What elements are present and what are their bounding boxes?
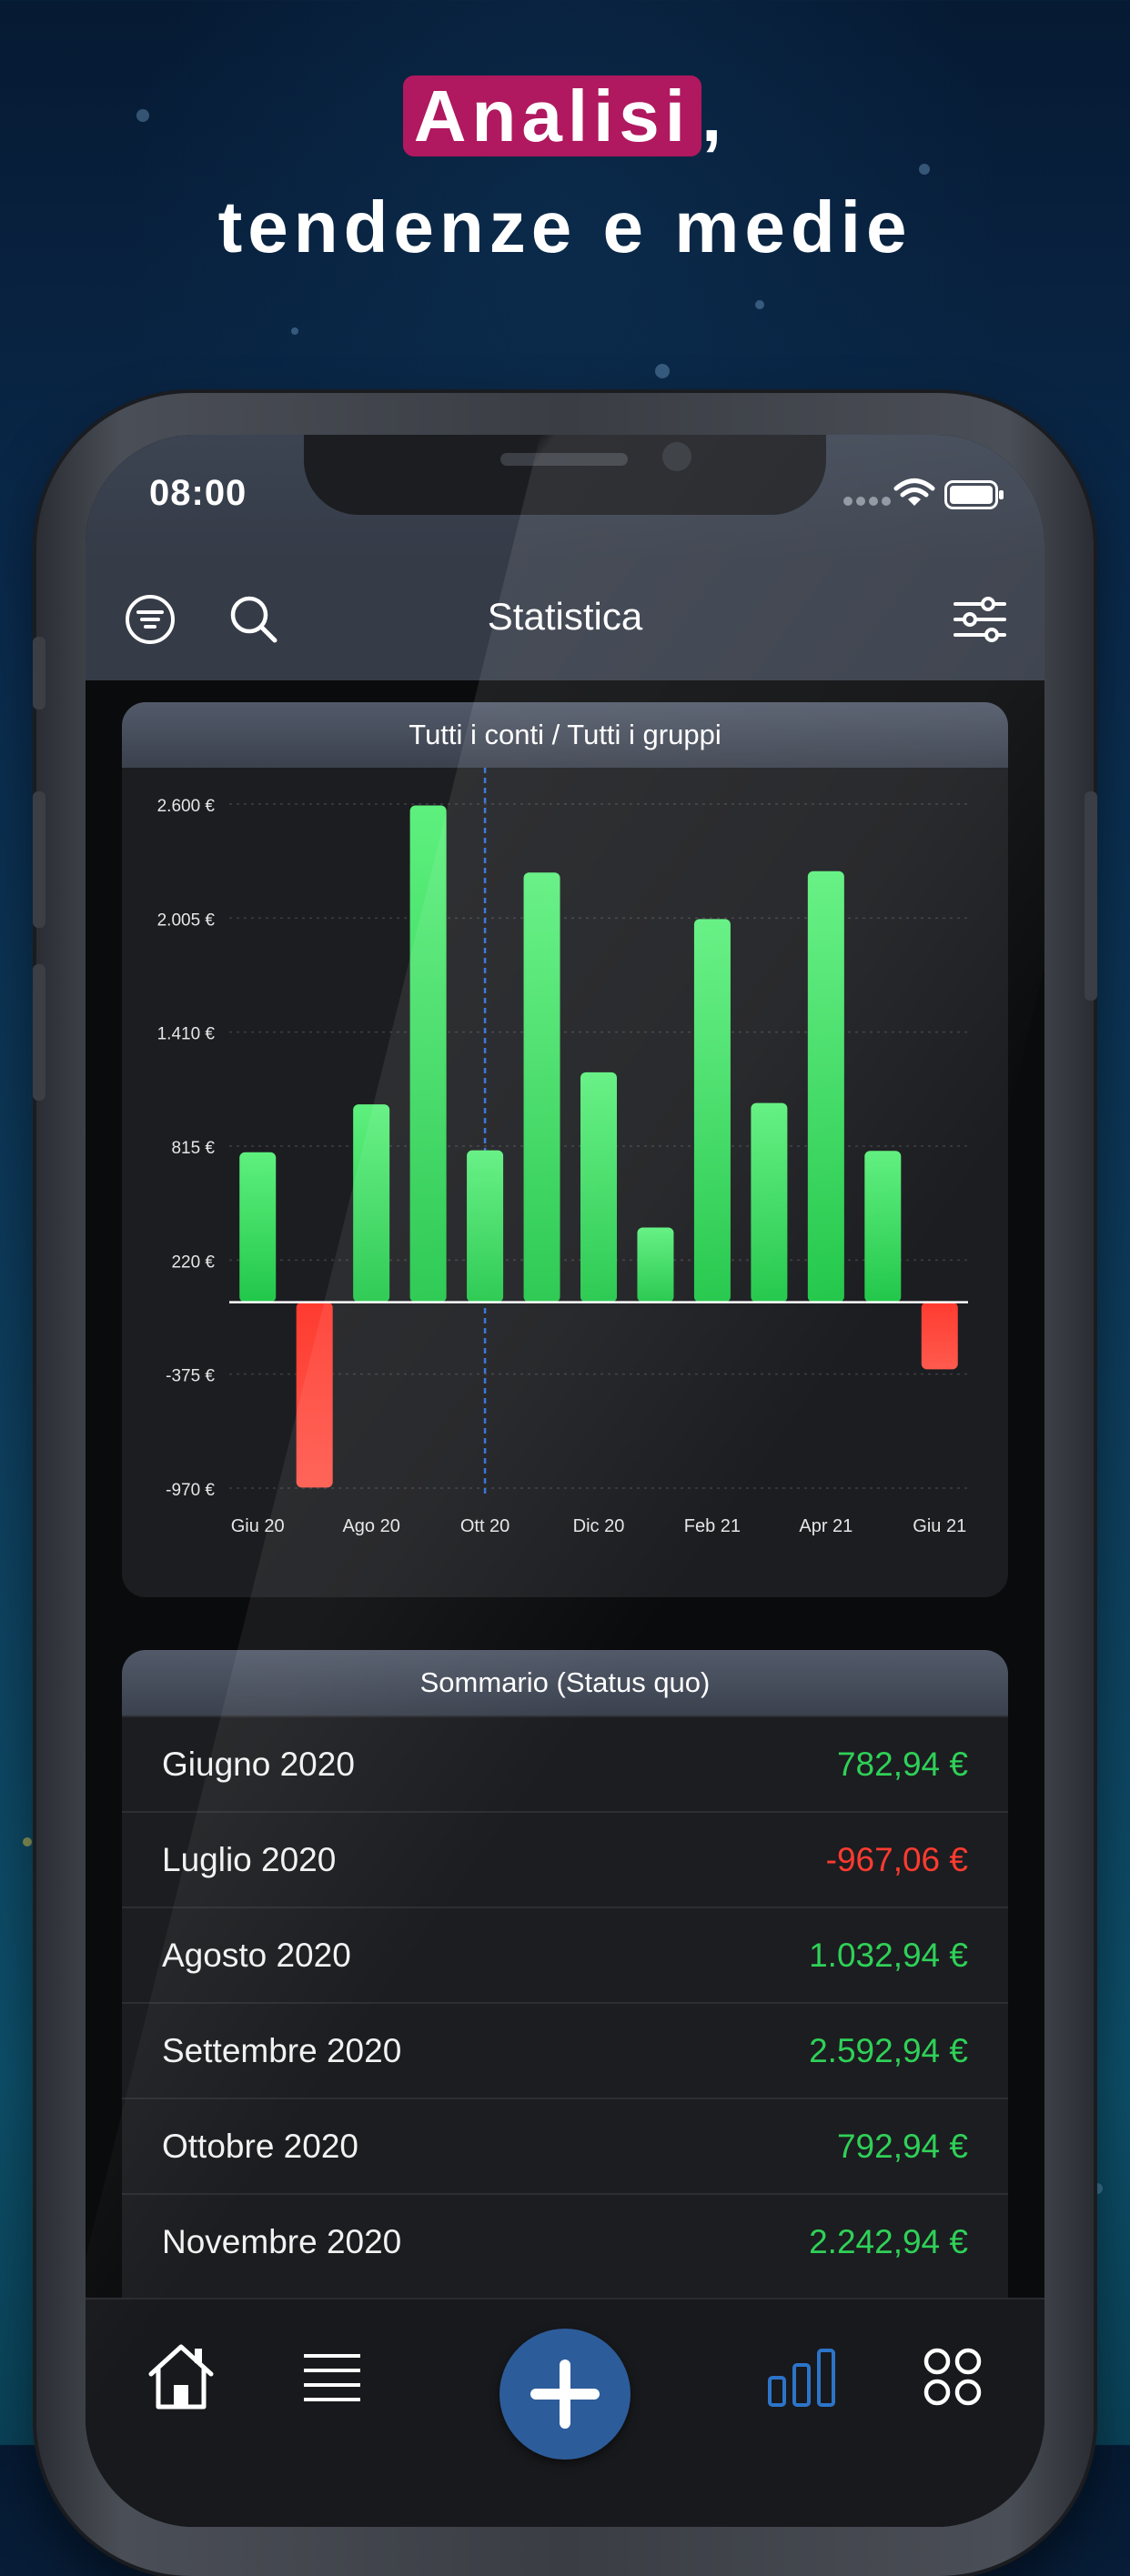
chart-card-header: Tutti i conti / Tutti i gruppi [122,702,1008,768]
summary-row-value: 2.592,94 € [809,2032,968,2069]
x-tick-label: Dic 20 [573,1516,625,1536]
power-button [1085,791,1097,1001]
wifi-icon [893,478,935,506]
more-icon[interactable] [912,2336,994,2418]
summary-row-value: 792,94 € [836,2128,968,2165]
volume-down-button [33,791,45,928]
battery-icon [944,480,1004,509]
phone-notch [304,435,826,515]
add-icon [530,2360,600,2429]
home-icon[interactable] [140,2336,222,2418]
bar-set-20[interactable] [409,805,447,1303]
bar-chart: 2.600 € 2.005 € 1.410 € 815 € 220 € -375 € -97… [157,768,968,1536]
bar-dic-20[interactable] [580,1072,617,1303]
y-tick-label: 2.005 € [157,911,216,930]
summary-row-label: Giugno 2020 [162,1746,355,1783]
summary-row[interactable]: Settembre 2020 2.592,94 € [122,2002,1008,2098]
y-tick-label: 2.600 € [157,797,216,816]
sliders-icon[interactable] [948,588,1012,651]
status-time: 08:00 [149,473,247,513]
x-tick-label: Apr 21 [799,1516,853,1536]
summary-row-label: Ottobre 2020 [162,2128,358,2165]
summary-row-value: 1.032,94 € [809,1937,968,1974]
headline-comma: , [701,75,728,156]
headline-line-2: tendenze e medie [217,186,913,267]
summary-row[interactable]: Ottobre 2020 792,94 € [122,2098,1008,2193]
summary-row[interactable]: Novembre 2020 2.242,94 € [122,2193,1008,2289]
summary-card: Sommario (Status quo) Giugno 2020 782,94 … [122,1650,1008,2341]
summary-row[interactable]: Luglio 2020 -967,06 € [122,1811,1008,1907]
x-tick-label: Feb 21 [684,1516,741,1536]
navigation-bar: Statistica [86,562,1044,680]
summary-row[interactable]: Agosto 2020 1.032,94 € [122,1907,1008,2002]
bar-nov-20[interactable] [523,872,560,1303]
y-tick-label: -970 € [166,1481,215,1500]
mute-button [33,964,45,1101]
page-title: Statistica [487,595,643,638]
summary-row-label: Settembre 2020 [162,2032,402,2069]
search-icon[interactable] [222,588,286,651]
bar-ott-20[interactable] [467,1150,504,1303]
y-tick-label: -375 € [166,1367,215,1386]
summary-row-label: Novembre 2020 [162,2223,402,2260]
tab-bar [86,2298,1044,2527]
bar-giu-20[interactable] [239,1152,277,1303]
bar-feb-21[interactable] [693,919,731,1303]
chart-card: Tutti i conti / Tutti i gruppi 2.600 €2.… [122,702,1008,1597]
y-tick-label: 815 € [171,1139,215,1158]
bar-lug-20[interactable] [296,1302,333,1488]
headline-highlight: Analisi [402,75,702,156]
bar-gen-21[interactable] [637,1227,674,1303]
phone-screen: 08:00 Statistica [86,435,1044,2527]
x-tick-label: Giu 20 [231,1516,285,1536]
bar-mag-21[interactable] [864,1151,902,1303]
filter-icon[interactable] [118,588,182,651]
summary-row[interactable]: Giugno 2020 782,94 € [122,1716,1008,1811]
summary-row-label: Luglio 2020 [162,1841,337,1878]
x-tick-label: Ago 20 [342,1516,399,1536]
content-area: Tutti i conti / Tutti i gruppi 2.600 €2.… [86,680,1044,2527]
summary-row-value: 782,94 € [836,1746,968,1783]
statistics-icon[interactable] [761,2336,842,2418]
bar-giu-21[interactable] [921,1302,958,1370]
x-tick-label: Giu 21 [913,1516,966,1536]
y-tick-label: 1.410 € [157,1025,216,1044]
speaker-grille [500,453,628,466]
bar-mar-21[interactable] [751,1102,788,1303]
summary-row-value: 2.242,94 € [809,2223,968,2260]
summary-card-header: Sommario (Status quo) [122,1650,1008,1716]
front-camera [662,442,691,471]
cellular-signal-icon [843,497,891,506]
volume-up-button [33,637,45,709]
bar-apr-21[interactable] [807,870,844,1303]
summary-row-label: Agosto 2020 [162,1937,351,1974]
bar-ago-20[interactable] [353,1104,390,1303]
x-tick-label: Ott 20 [460,1516,510,1536]
headline-line-1: Analisi, [0,62,1130,171]
summary-row-value: -967,06 € [825,1841,968,1878]
list-icon[interactable] [291,2336,373,2418]
y-tick-label: 220 € [171,1253,215,1272]
add-button[interactable] [499,2329,631,2460]
